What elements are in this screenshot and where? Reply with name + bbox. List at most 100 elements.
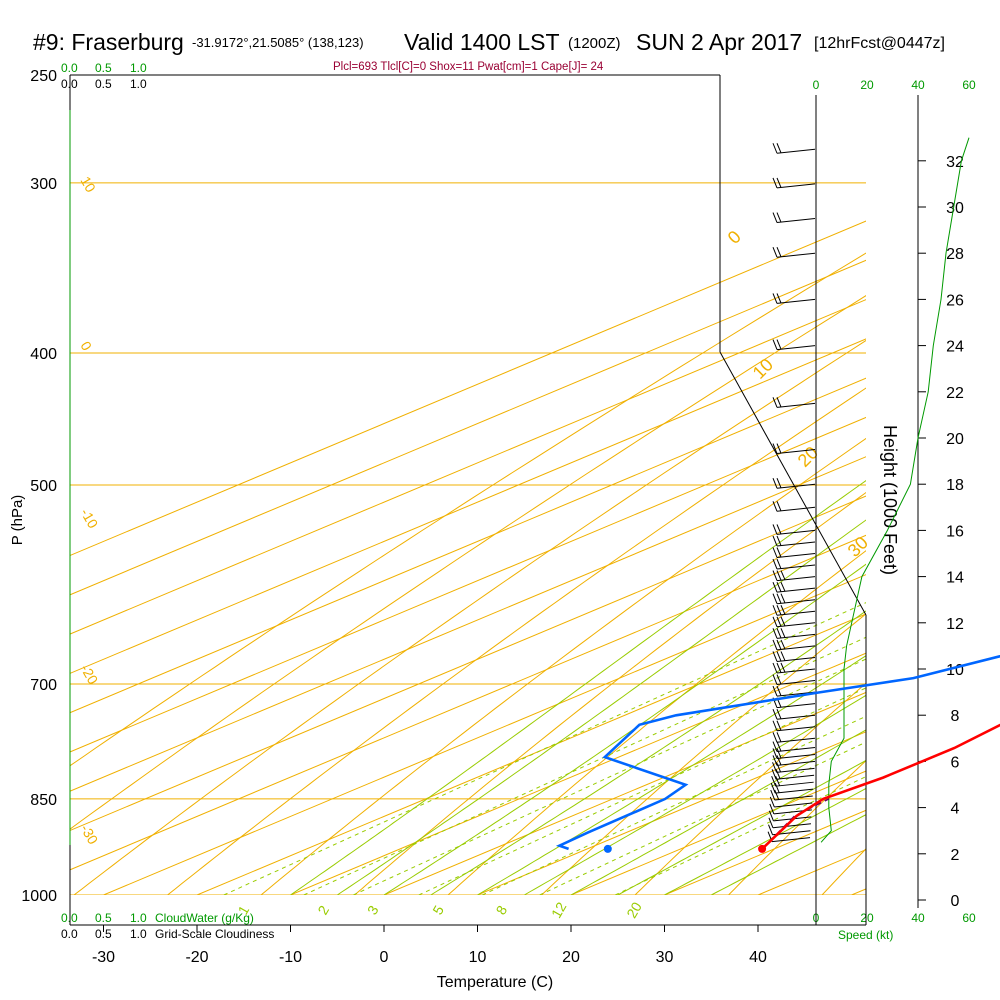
speed-top-40: 40 — [911, 78, 925, 92]
wind-barb-tick — [772, 247, 778, 258]
wind-barb-tick — [780, 593, 786, 604]
wind-barb-tick — [772, 639, 778, 651]
wind-barb — [772, 293, 816, 304]
wind-barb-tick — [776, 616, 782, 627]
wind-barb-staff — [776, 252, 816, 258]
temperature-tick-label: -30 — [92, 949, 115, 966]
wind-barb-staff — [776, 599, 816, 605]
wind-barb-tick — [776, 662, 782, 673]
wind-barbs — [767, 143, 816, 843]
isotherm — [851, 888, 866, 895]
moist-adiabat — [664, 787, 866, 895]
height-tick-label: 16 — [946, 523, 964, 540]
wind-barb-tick — [780, 662, 786, 673]
height-tick-label: 12 — [946, 616, 964, 633]
wind-barb — [772, 762, 815, 773]
wind-barb-tick — [772, 741, 778, 752]
station-title: #9: Fraserburg — [33, 29, 184, 55]
mixing-ratio-line — [614, 776, 866, 895]
wind-barb-tick — [776, 293, 782, 304]
wind-barb-tick — [776, 581, 782, 592]
wind-barb-tick — [771, 769, 777, 780]
wind-barb-tick — [772, 748, 778, 759]
height-axis-title: Height (1000 Feet) — [880, 425, 900, 575]
cloudiness-label: Grid-Scale Cloudiness — [155, 927, 274, 941]
isotherm — [477, 731, 866, 895]
wind-barb — [772, 443, 816, 455]
wind-barb — [771, 775, 814, 787]
wind-barb-tick — [776, 755, 782, 766]
wind-barb-tick — [772, 762, 778, 773]
cloud-bottom-2: 1.0 — [130, 911, 147, 925]
dry-adiabat — [73, 339, 866, 895]
mixing-ratio-label: 5 — [429, 902, 447, 917]
wind-barb-staff — [775, 788, 814, 794]
mixing-ratio-line — [482, 715, 866, 895]
isobar-lines — [70, 182, 866, 895]
wind-barb-tick — [772, 443, 778, 454]
wind-barb-tick — [776, 709, 782, 719]
wind-barb-tick — [776, 748, 782, 759]
wind-barb-staff — [776, 218, 816, 224]
mixing-ratio-line — [539, 741, 866, 895]
wind-barb — [772, 662, 816, 674]
temperature-tick-label: 0 — [380, 949, 389, 966]
wind-barb-staff — [772, 823, 812, 829]
wind-barb-staff — [776, 656, 816, 662]
wind-barb — [772, 478, 816, 489]
dry-adiabat — [890, 51, 1000, 924]
isotherm — [70, 416, 866, 753]
pressure-tick-label: 250 — [30, 68, 57, 85]
wind-barb-staff — [776, 529, 816, 535]
height-tick-label: 6 — [951, 754, 960, 771]
wind-barb-tick — [772, 616, 778, 627]
pressure-tick-label: 500 — [30, 478, 57, 495]
wind-barb-tick — [772, 524, 778, 535]
moist-adiabat — [383, 563, 866, 895]
wind-barb-staff — [776, 298, 816, 304]
wind-barb-tick — [776, 732, 782, 743]
wind-barb-tick — [772, 593, 778, 604]
mixing-ratio-label: 12 — [548, 899, 570, 921]
wind-barb — [772, 177, 816, 189]
mixing-ratio-lines — [223, 602, 866, 895]
wind-barb-tick — [772, 720, 778, 731]
wind-barb — [772, 709, 816, 720]
wind-barb-staff — [776, 506, 816, 512]
isotherm-label: -20 — [77, 662, 101, 688]
height-tick-label: 28 — [946, 246, 964, 263]
isotherm — [70, 299, 866, 635]
height-tick-label: 14 — [946, 570, 964, 587]
mixing-ratio-line — [353, 658, 866, 895]
wind-barb-staff — [776, 345, 816, 351]
temperature-tick-label: 40 — [749, 949, 767, 966]
speed-top-60: 60 — [962, 78, 976, 92]
moist-adiabat — [477, 655, 866, 895]
valid-zulu: (1200Z) — [568, 35, 621, 52]
wind-barb-tick — [776, 177, 782, 188]
wind-barb — [770, 782, 814, 794]
cloud-bottom-1: 0.5 — [95, 911, 112, 925]
wind-barb-staff — [776, 714, 816, 720]
wind-barb-tick — [768, 810, 774, 822]
wind-barb — [772, 501, 816, 512]
wind-barb-staff — [776, 680, 816, 686]
wind-barb-tick — [772, 732, 778, 743]
wind-barb-tick — [776, 639, 782, 650]
wind-barb-staff — [776, 148, 816, 154]
wind-barb — [772, 570, 816, 582]
pressure-tick-label: 300 — [30, 176, 57, 193]
stability-indices: Plcl=693 Tlcl[C]=0 Shox=11 Pwat[cm]=1 Ca… — [333, 61, 604, 73]
height-tick-label: 32 — [946, 154, 964, 171]
wind-barb — [772, 741, 816, 753]
dry-adiabat-label: 30 — [844, 533, 872, 561]
wind-barb-tick — [769, 796, 775, 808]
wind-barb-tick — [780, 570, 786, 580]
wind-barb-staff — [776, 541, 816, 547]
wind-barb — [772, 748, 816, 759]
wind-barb-staff — [771, 837, 811, 843]
cloudiness-top-2: 1.0 — [130, 77, 147, 91]
dry-adiabat — [70, 295, 866, 830]
wind-barb-tick — [776, 535, 782, 546]
height-tick-label: 4 — [951, 801, 960, 818]
